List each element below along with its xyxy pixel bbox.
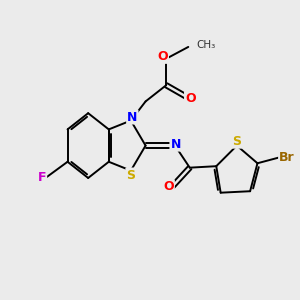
Text: O: O: [163, 180, 174, 193]
Text: CH₃: CH₃: [196, 40, 216, 50]
Text: F: F: [38, 172, 46, 184]
Text: S: S: [126, 169, 135, 182]
Text: S: S: [232, 135, 242, 148]
Text: O: O: [157, 50, 168, 63]
Text: N: N: [127, 110, 137, 124]
Text: Br: Br: [279, 151, 295, 164]
Text: N: N: [170, 138, 181, 151]
Text: O: O: [185, 92, 196, 105]
